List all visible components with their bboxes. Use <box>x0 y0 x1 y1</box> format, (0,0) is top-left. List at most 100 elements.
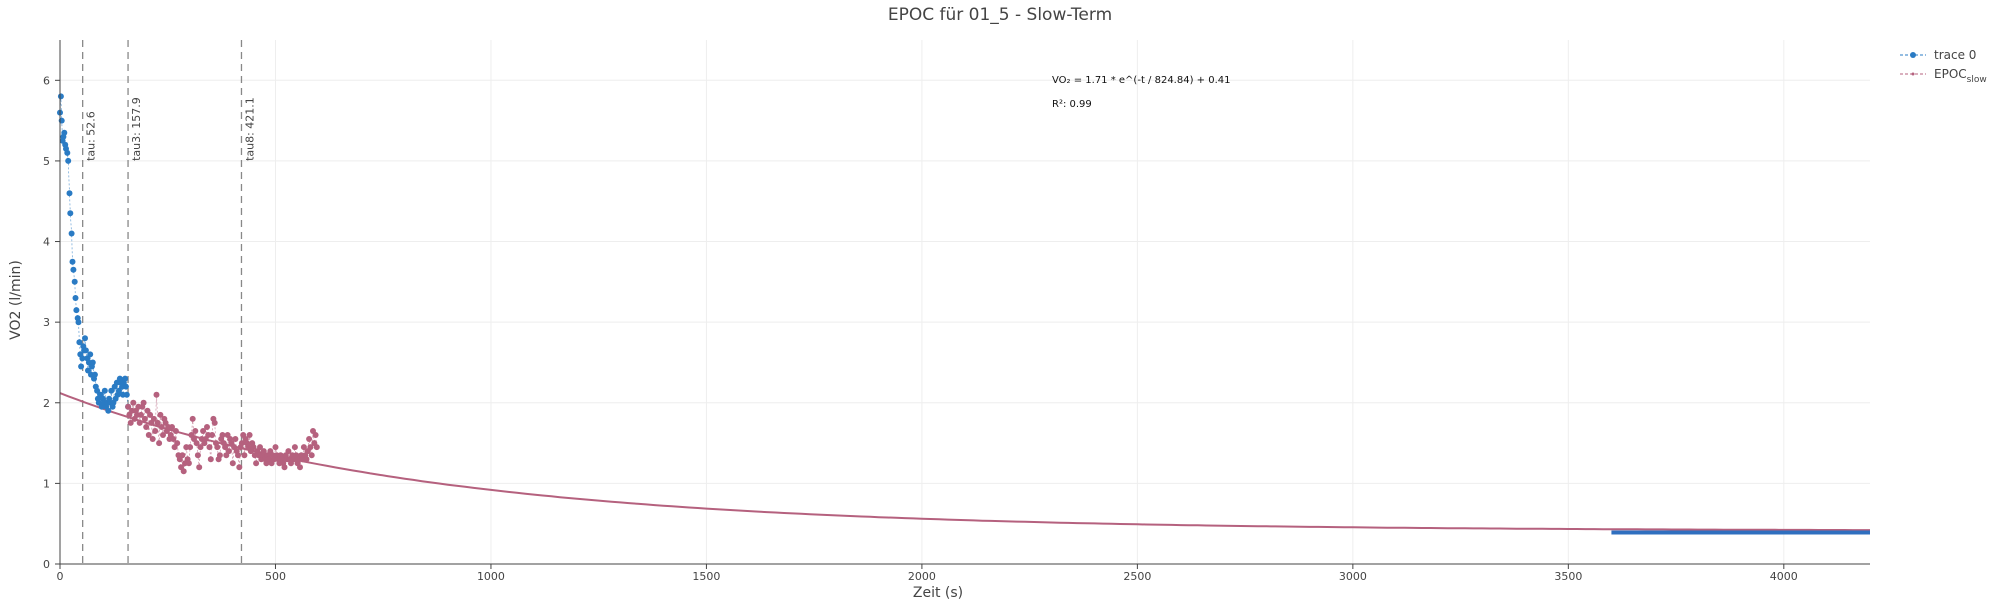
y-tick-label: 3 <box>43 316 50 329</box>
legend[interactable]: trace 0 EPOCslow <box>1900 48 1987 85</box>
data-point <box>194 452 201 459</box>
data-point <box>291 444 298 451</box>
legend-epoc-slow-sub: slow <box>1967 75 1987 85</box>
data-point <box>82 347 89 354</box>
data-point <box>250 444 257 451</box>
data-point <box>73 307 80 314</box>
data-point <box>222 444 229 451</box>
data-point <box>229 460 236 467</box>
data-points <box>57 93 320 475</box>
x-tick-label: 0 <box>57 570 64 583</box>
fit-curve <box>59 392 1870 532</box>
y-tick-label: 1 <box>43 477 50 490</box>
data-point <box>138 411 144 418</box>
tick-labels: 0 500 1000 1500 2000 2500 3000 3500 4000 0 1 2 3 4 5 6 <box>43 74 1798 583</box>
data-point <box>313 444 320 451</box>
y-tick-label: 6 <box>43 74 50 87</box>
data-point <box>79 355 86 362</box>
data-point <box>174 440 181 447</box>
axes <box>55 40 1870 569</box>
data-point <box>219 432 226 438</box>
x-axis-title: Zeit (s) <box>913 585 963 600</box>
data-point <box>209 432 216 438</box>
x-tick-label: 2500 <box>1123 570 1151 583</box>
data-point <box>116 387 122 394</box>
data-point <box>185 460 192 467</box>
data-point <box>308 452 315 459</box>
data-point <box>179 452 186 459</box>
x-tick-label: 2000 <box>908 570 936 583</box>
tau-label: tau8: 421.1 <box>243 97 256 161</box>
data-point <box>200 428 207 434</box>
data-point <box>236 464 243 471</box>
data-point <box>87 351 94 358</box>
data-point <box>172 428 179 434</box>
data-point <box>122 375 129 382</box>
data-point <box>216 452 223 459</box>
data-point <box>307 444 314 451</box>
data-point <box>157 411 164 418</box>
data-point <box>147 411 154 418</box>
data-point <box>211 419 218 426</box>
data-point <box>64 149 71 156</box>
data-point <box>123 391 130 398</box>
data-point <box>193 440 200 447</box>
legend-trace-0-label: trace 0 <box>1934 48 1976 62</box>
data-point <box>285 448 292 455</box>
data-point <box>78 363 85 370</box>
data-point <box>158 424 165 430</box>
data-point <box>206 444 213 451</box>
chart-title: EPOC für 01_5 - Slow-Term <box>888 5 1112 25</box>
data-point <box>238 440 245 447</box>
data-point <box>141 415 148 422</box>
data-point <box>152 428 159 434</box>
data-point <box>153 391 160 398</box>
data-point <box>207 456 214 463</box>
data-point <box>69 258 76 265</box>
data-point <box>145 432 152 438</box>
data-point <box>156 440 163 447</box>
data-point <box>281 464 288 471</box>
data-point <box>136 419 143 426</box>
data-point <box>70 266 77 273</box>
r-squared-annotation: R²: 0.99 <box>1052 99 1092 110</box>
data-point <box>66 190 73 197</box>
fit-curve-layer <box>59 392 1870 535</box>
data-point <box>235 452 241 459</box>
data-point <box>67 210 74 217</box>
data-point <box>257 444 263 451</box>
y-tick-label: 4 <box>43 236 50 249</box>
x-tick-label: 3000 <box>1339 570 1367 583</box>
data-point <box>204 424 210 430</box>
x-tick-label: 500 <box>265 570 286 583</box>
data-point <box>170 436 177 442</box>
data-point <box>187 444 194 451</box>
data-point <box>72 295 79 301</box>
y-axis-title: VO2 (l/min) <box>8 260 24 340</box>
data-point <box>89 359 96 366</box>
data-point <box>122 383 129 390</box>
data-point <box>105 407 112 414</box>
data-point <box>101 387 108 394</box>
legend-item-epoc-slow[interactable]: EPOCslow <box>1900 67 1987 85</box>
data-point <box>300 444 307 451</box>
grid-lines <box>60 40 1870 564</box>
tau-label: tau: 52.6 <box>85 111 98 161</box>
data-point <box>225 448 232 455</box>
legend-item-trace-0[interactable]: trace 0 <box>1900 48 1976 62</box>
x-tick-label: 1000 <box>477 570 505 583</box>
data-point <box>108 387 115 394</box>
data-point <box>192 428 199 434</box>
data-point <box>75 319 82 326</box>
data-point <box>57 93 64 100</box>
legend-trace-0-marker <box>1910 52 1916 58</box>
data-point <box>150 415 157 422</box>
y-tick-label: 2 <box>43 397 50 410</box>
data-point <box>140 399 147 406</box>
data-point <box>197 444 204 451</box>
data-point <box>149 436 156 442</box>
fit-equation-annotation: VO₂ = 1.71 * e^(-t / 824.84) + 0.41 <box>1052 75 1231 86</box>
series-lines <box>59 96 318 472</box>
y-tick-label: 0 <box>43 558 50 571</box>
